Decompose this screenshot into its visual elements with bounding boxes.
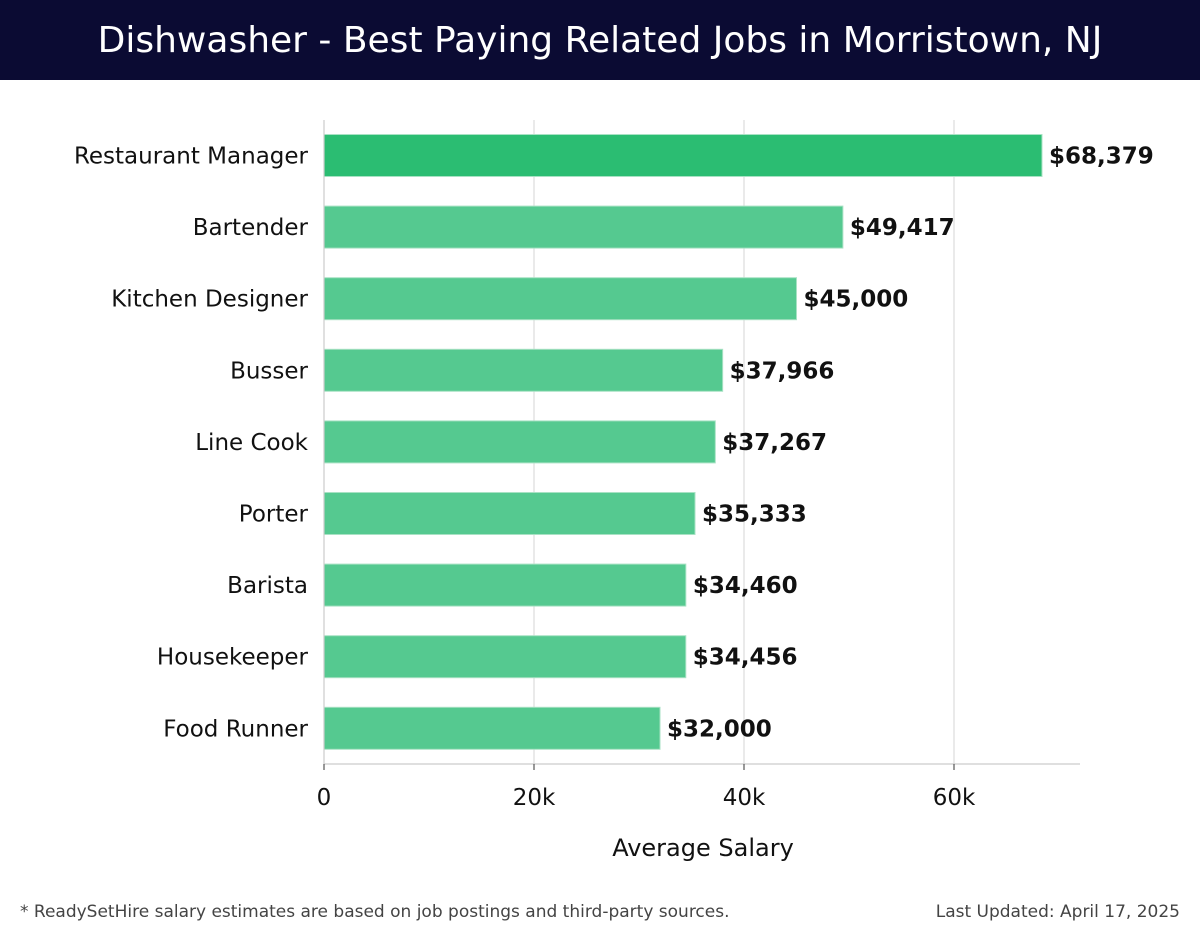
x-tick-label: 40k — [723, 785, 766, 811]
value-label: $35,333 — [702, 502, 807, 528]
x-tick-label: 60k — [933, 785, 976, 811]
chart-area: $68,379 Restaurant Manager $49,417 Bartende… — [0, 80, 1200, 890]
category-label: Busser — [230, 358, 308, 384]
bar-line-cook — [323, 420, 716, 464]
bar-bartender — [323, 205, 844, 249]
value-label: $34,456 — [693, 645, 798, 671]
footer-note: * ReadySetHire salary estimates are base… — [20, 902, 730, 922]
category-label: Housekeeper — [157, 645, 309, 671]
axes — [323, 120, 1080, 770]
bar-restaurant-manager — [323, 134, 1043, 177]
labels: $68,379 Restaurant Manager $49,417 Bartende… — [74, 144, 1154, 863]
bar-chart: $68,379 Restaurant Manager $49,417 Bartende… — [74, 120, 1154, 863]
x-tick-label: 20k — [513, 785, 556, 811]
value-label: $34,460 — [693, 573, 798, 599]
value-label: $45,000 — [804, 287, 909, 313]
category-label: Barista — [227, 573, 308, 599]
value-label: $49,417 — [850, 215, 955, 241]
x-tick-label: 0 — [317, 785, 332, 811]
category-label: Bartender — [193, 215, 309, 241]
chart-title: Dishwasher - Best Paying Related Jobs in… — [97, 19, 1103, 61]
bar-barista — [323, 563, 687, 607]
value-label: $37,966 — [730, 358, 835, 384]
value-label: $32,000 — [667, 716, 772, 742]
category-label: Food Runner — [163, 716, 308, 742]
header-bar: Dishwasher - Best Paying Related Jobs in… — [0, 0, 1200, 80]
bar-kitchen-designer — [323, 277, 797, 321]
bars — [323, 134, 1043, 750]
bar-housekeeper — [323, 635, 687, 679]
bar-food-runner — [323, 706, 661, 750]
category-label: Porter — [239, 502, 309, 528]
last-updated: Last Updated: April 17, 2025 — [935, 902, 1180, 922]
category-label: Restaurant Manager — [74, 144, 309, 170]
x-axis-title: Average Salary — [612, 834, 794, 862]
bar-porter — [323, 492, 696, 535]
bar-busser — [323, 348, 724, 392]
category-label: Line Cook — [195, 430, 308, 456]
value-label: $37,267 — [722, 430, 827, 456]
category-label: Kitchen Designer — [111, 287, 308, 313]
value-label: $68,379 — [1049, 144, 1154, 170]
